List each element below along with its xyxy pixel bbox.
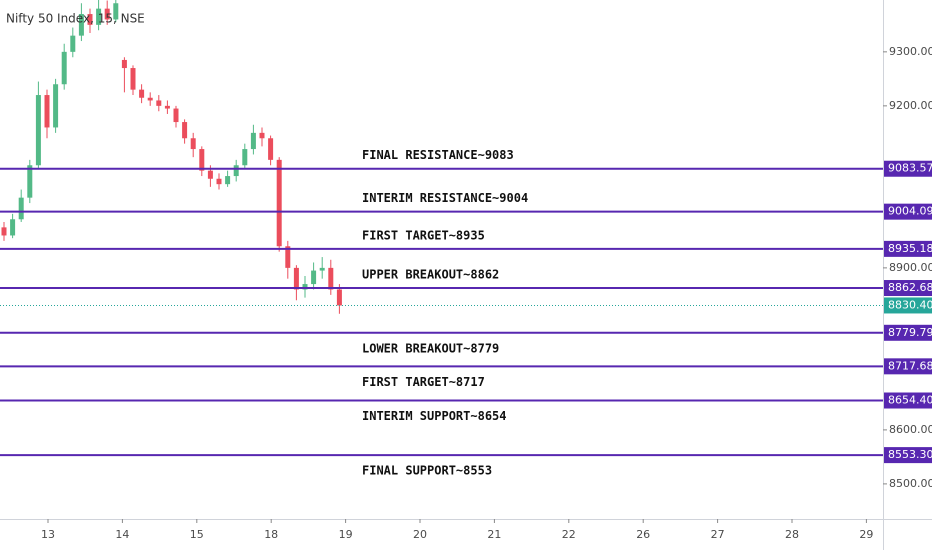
x-tick-label: 20 [413, 528, 427, 541]
x-tick-label: 18 [264, 528, 278, 541]
candle-body [10, 219, 16, 236]
candle-body [311, 270, 317, 285]
candle-body [104, 8, 110, 20]
x-tick-label: 29 [859, 528, 873, 541]
candle-body [156, 100, 162, 106]
level-annotation: UPPER BREAKOUT~8862 [362, 268, 499, 282]
chart-title: Nifty 50 Index, 15, NSE [6, 12, 145, 26]
x-tick-label: 14 [115, 528, 129, 541]
level-annotation: FINAL RESISTANCE~9083 [362, 148, 514, 162]
level-label: 8717.68 [888, 359, 932, 372]
y-tick-label: 9200.00 [889, 99, 932, 112]
level-label: 8935.18 [888, 242, 932, 255]
current-price-tag [884, 297, 932, 314]
candle-body [1, 227, 7, 236]
candle-body [293, 267, 299, 290]
candle-body [225, 176, 231, 185]
level-tag [884, 358, 932, 375]
level-tag [884, 160, 932, 177]
level-tag [884, 324, 932, 341]
x-tick-label: 26 [636, 528, 650, 541]
candle-body [216, 178, 222, 185]
candle-body [285, 246, 291, 268]
level-tag [884, 203, 932, 220]
level-tag [884, 447, 932, 464]
x-tick-label: 19 [339, 528, 353, 541]
x-tick-label: 28 [785, 528, 799, 541]
x-tick-label: 13 [41, 528, 55, 541]
candle-body [199, 149, 205, 171]
level-annotation: LOWER BREAKOUT~8779 [362, 341, 499, 355]
x-tick-label: 27 [711, 528, 725, 541]
candle-body [276, 159, 282, 247]
level-label: 8654.40 [888, 394, 932, 407]
level-label: 8553.30 [888, 448, 932, 461]
overlay: 8830.40 9083.57 FINAL RESISTANCE~9083 9004.… [0, 148, 932, 478]
candle-body [250, 132, 256, 150]
x-tick-label: 22 [562, 528, 576, 541]
candle-body [207, 170, 213, 179]
candle-body [78, 14, 84, 36]
plot-area [1, 0, 342, 314]
candle-body [113, 3, 119, 20]
candle-body [328, 267, 334, 290]
candle-body [18, 197, 24, 220]
candle-body [242, 149, 248, 166]
x-tick-label: 21 [487, 528, 501, 541]
level-annotation: FIRST TARGET~8935 [362, 228, 485, 242]
candle-body [139, 89, 145, 98]
level-label: 8862.68 [888, 281, 932, 294]
y-tick-label: 8500.00 [889, 477, 932, 490]
candle-body [259, 132, 265, 139]
level-label: 9004.09 [888, 205, 932, 218]
y-tick-label: 8900.00 [889, 261, 932, 274]
candle-body [164, 105, 170, 109]
candle-body [190, 138, 196, 150]
candle-body [27, 165, 33, 198]
candle-body [319, 267, 325, 271]
candle-body [130, 68, 136, 90]
level-annotation: FIRST TARGET~8717 [362, 375, 485, 389]
candle-body [53, 84, 59, 128]
candle-body [336, 289, 342, 306]
candle-body [268, 138, 274, 160]
candle-body [182, 122, 188, 139]
candle-body [44, 95, 50, 128]
candle-body [87, 14, 93, 25]
level-tag [884, 240, 932, 257]
current-price-label: 8830.40 [888, 298, 932, 311]
level-annotation: FINAL SUPPORT~8553 [362, 464, 492, 478]
level-annotation: INTERIM SUPPORT~8654 [362, 409, 507, 423]
candle-body [173, 108, 179, 123]
candle-body [233, 165, 239, 177]
x-tick-label: 15 [190, 528, 204, 541]
level-label: 8779.79 [888, 326, 932, 339]
y-tick-label: 8600.00 [889, 423, 932, 436]
level-label: 9083.57 [888, 162, 932, 175]
level-tag [884, 280, 932, 297]
level-annotation: INTERIM RESISTANCE~9004 [362, 191, 528, 205]
candle-body [147, 97, 153, 101]
candle-body [302, 284, 308, 290]
candle-body [61, 51, 67, 85]
candle-body [96, 8, 102, 25]
candle-body [70, 35, 76, 52]
level-tag [884, 392, 932, 409]
candle-body [35, 95, 41, 166]
candle-body [121, 59, 127, 69]
y-tick-label: 9300.00 [889, 45, 932, 58]
